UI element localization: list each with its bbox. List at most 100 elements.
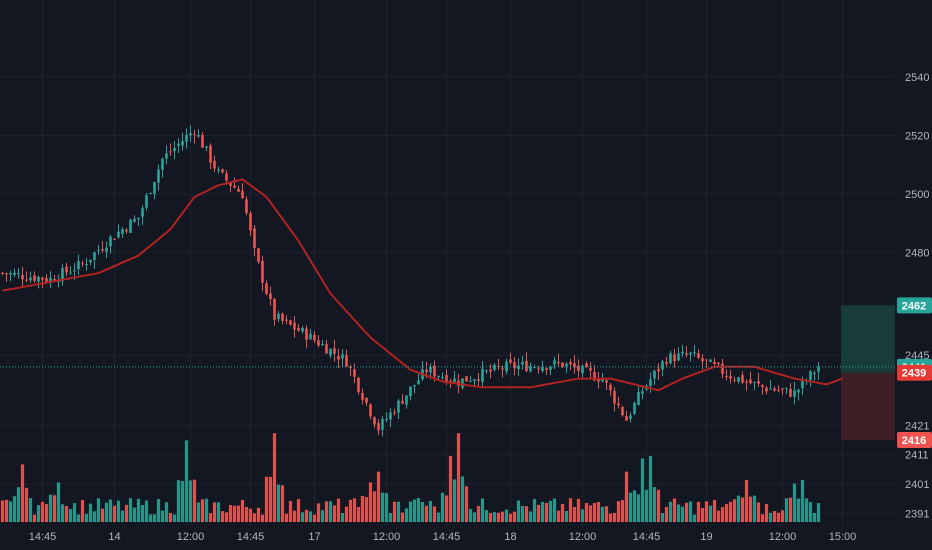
volume-bar	[508, 513, 513, 522]
volume-bar	[448, 456, 453, 522]
time-axis[interactable]: 14:45 14 12:00 14:45 17 12:00 14:45 18 12:00 14:4…	[29, 531, 857, 543]
candle-body	[525, 360, 528, 372]
volume-bar	[744, 480, 749, 522]
volume-bar	[672, 498, 677, 522]
candle-body	[409, 386, 412, 397]
volume-bar	[624, 471, 629, 522]
candle-body	[201, 134, 204, 148]
volume-bar	[96, 498, 101, 522]
candle-body	[745, 381, 748, 383]
volume-bar	[492, 512, 497, 522]
volume-bar	[632, 490, 637, 522]
candle-body	[301, 327, 304, 332]
candle-body	[293, 322, 296, 330]
volume-bar	[176, 480, 181, 522]
volume-bar	[364, 497, 369, 522]
volume-bar	[172, 514, 177, 522]
candle-body	[789, 388, 792, 397]
volume-bar	[152, 514, 157, 522]
candle-body	[757, 380, 760, 384]
volume-bar	[4, 499, 9, 522]
volume-bar	[776, 512, 781, 522]
volume-bar	[108, 499, 113, 522]
volume-bar	[124, 504, 129, 522]
time-tick-label: 14:45	[633, 531, 661, 543]
volume-bar	[316, 503, 321, 522]
candle-body	[29, 277, 32, 281]
volume-bar	[196, 502, 201, 522]
position-zones	[841, 305, 895, 441]
volume-bar	[764, 504, 769, 522]
volume-bar	[452, 479, 457, 522]
volume-bar	[44, 504, 49, 522]
volume-bar	[144, 500, 149, 522]
time-tick-label: 17	[308, 531, 320, 543]
volume-bar	[796, 498, 801, 522]
volume-bar	[660, 513, 665, 522]
volume-bar	[292, 510, 297, 522]
volume-bar	[604, 506, 609, 522]
candle-body	[137, 217, 140, 220]
volume-bar	[308, 511, 313, 522]
candle-body	[417, 380, 420, 385]
candle-body	[741, 375, 744, 383]
volume-bar	[244, 506, 249, 522]
candle-body	[181, 141, 184, 146]
candle-body	[237, 188, 240, 192]
candle-body	[289, 320, 292, 325]
candle-body	[389, 412, 392, 420]
volume-bar	[596, 501, 601, 522]
candle-body	[769, 388, 772, 390]
volume-bar	[72, 503, 77, 522]
stop-loss-zone[interactable]	[841, 372, 895, 441]
candle-body	[365, 397, 368, 403]
candle-body	[17, 273, 20, 275]
volume-bar	[708, 505, 713, 522]
candle-body	[569, 362, 572, 365]
candle-body	[217, 169, 220, 171]
candle-body	[605, 380, 608, 383]
volume-bar	[120, 510, 125, 522]
candle-body	[581, 365, 584, 374]
candle-body	[733, 379, 736, 381]
take-profit-zone[interactable]	[841, 305, 895, 373]
candle-body	[101, 248, 104, 251]
volume-bar	[520, 505, 525, 522]
volume-bar	[648, 456, 653, 522]
volume-bar	[320, 510, 325, 522]
candle-body	[109, 236, 112, 247]
candle-body	[89, 259, 92, 262]
volume-bar	[808, 502, 813, 522]
volume-bar	[340, 513, 345, 522]
volume-bar	[396, 501, 401, 522]
candle-body	[393, 412, 396, 414]
price-badges: 2462244124392416	[897, 297, 932, 449]
candle-body	[265, 283, 268, 294]
candle-body	[441, 377, 444, 379]
volume-bar	[116, 500, 121, 522]
candle-body	[5, 273, 8, 275]
candle-body	[157, 169, 160, 183]
price-badge	[897, 364, 932, 381]
volume-bar	[284, 513, 289, 522]
candle-body	[85, 263, 88, 265]
volume-bar	[404, 508, 409, 522]
volume-bar	[752, 495, 757, 522]
volume-bar	[24, 487, 29, 522]
volume-bar	[536, 504, 541, 522]
volume-bar	[268, 476, 273, 522]
candle-body	[13, 272, 16, 275]
candle-body	[125, 229, 128, 232]
candle-body	[781, 388, 784, 390]
volume-bar	[408, 501, 413, 522]
candle-body	[437, 375, 440, 377]
candle-body	[165, 153, 168, 159]
time-tick-label: 14:45	[433, 531, 461, 543]
volume-bar	[296, 498, 301, 522]
volume-bar	[380, 492, 385, 522]
candle-body	[701, 358, 704, 362]
volume-bar	[36, 505, 41, 522]
candle-body	[141, 208, 144, 217]
